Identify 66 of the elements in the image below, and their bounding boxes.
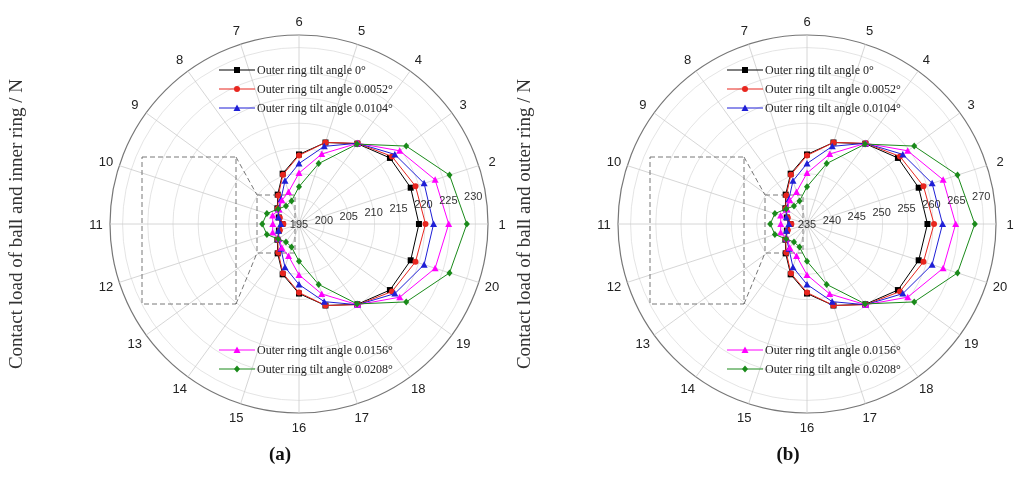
spoke-label: 20 xyxy=(484,279,500,295)
y-tick-label: 230 xyxy=(464,190,483,203)
spoke-label: 19 xyxy=(964,335,979,351)
legend-label: Outer ring tilt angle 0.0052° xyxy=(257,82,393,97)
spoke-label: 9 xyxy=(639,97,647,113)
spoke-label: 16 xyxy=(799,419,815,435)
spoke-label: 4 xyxy=(414,52,422,68)
spoke-label: 4 xyxy=(922,52,930,68)
spoke-label: 14 xyxy=(680,380,695,396)
spoke-label: 16 xyxy=(291,419,307,435)
legend-label: Outer ring tilt angle 0° xyxy=(765,63,874,78)
spoke-label: 8 xyxy=(176,52,184,68)
legend-label: Outer ring tilt angle 0.0156° xyxy=(765,343,901,358)
spoke-label: 18 xyxy=(411,380,426,396)
text: (b) xyxy=(776,443,800,465)
legend-label: Outer ring tilt angle 0.0052° xyxy=(765,82,901,97)
spoke-label: 10 xyxy=(98,153,114,169)
spoke-label: 6 xyxy=(295,13,303,29)
spoke-label: 3 xyxy=(459,97,467,113)
spoke-label: 12 xyxy=(98,279,114,295)
spoke-label: 14 xyxy=(172,380,187,396)
spoke-label: 12 xyxy=(606,279,622,295)
spoke-label: 15 xyxy=(229,409,244,425)
spoke-label: 2 xyxy=(488,153,496,169)
spoke-label: 11 xyxy=(597,216,611,232)
y-tick-label: 255 xyxy=(897,202,916,215)
spoke-label: 17 xyxy=(354,409,369,425)
spoke-label: 19 xyxy=(456,335,471,351)
legend-label: Outer ring tilt angle 0.0156° xyxy=(257,343,393,358)
legend-label: Outer ring tilt angle 0° xyxy=(257,63,366,78)
y-tick-label: 240 xyxy=(822,213,842,226)
spoke-label: 6 xyxy=(803,13,811,29)
spoke-label: 5 xyxy=(358,23,366,39)
text: Contact load of ball and outer ring / N xyxy=(513,78,534,370)
y-tick-label: 195 xyxy=(289,217,309,230)
spoke-label: 13 xyxy=(635,335,650,351)
spoke-label: 17 xyxy=(862,409,877,425)
spoke-label: 13 xyxy=(127,335,142,351)
legend-label: Outer ring tilt angle 0.0104° xyxy=(257,101,393,116)
spoke-label: 9 xyxy=(131,97,139,113)
y-tick-label: 235 xyxy=(797,217,817,230)
y-tick-label: 270 xyxy=(972,190,991,203)
spoke-label: 7 xyxy=(232,23,240,39)
spoke-label: 3 xyxy=(967,97,975,113)
spoke-label: 15 xyxy=(737,409,752,425)
y-tick-label: 245 xyxy=(847,209,866,222)
spoke-label: 11 xyxy=(89,216,103,232)
spoke-label: 1 xyxy=(1006,216,1014,232)
y-tick-label: 210 xyxy=(364,206,383,219)
y-tick-label: 205 xyxy=(339,209,358,222)
spoke-label: 20 xyxy=(992,279,1008,295)
text: (a) xyxy=(268,443,292,465)
text: Contact load of ball and inner ring / N xyxy=(5,78,26,370)
spoke-label: 10 xyxy=(606,153,622,169)
spoke-label: 8 xyxy=(684,52,692,68)
y-tick-label: 215 xyxy=(389,202,408,215)
legend-label: Outer ring tilt angle 0.0208° xyxy=(765,362,901,377)
spoke-label: 18 xyxy=(919,380,934,396)
spoke-label: 1 xyxy=(498,216,506,232)
spoke-label: 5 xyxy=(866,23,874,39)
y-tick-label: 200 xyxy=(314,213,334,226)
legend-label: Outer ring tilt angle 0.0104° xyxy=(765,101,901,116)
y-tick-label: 250 xyxy=(872,206,891,219)
spoke-label: 2 xyxy=(996,153,1004,169)
legend-label: Outer ring tilt angle 0.0208° xyxy=(257,362,393,377)
spoke-label: 7 xyxy=(740,23,748,39)
